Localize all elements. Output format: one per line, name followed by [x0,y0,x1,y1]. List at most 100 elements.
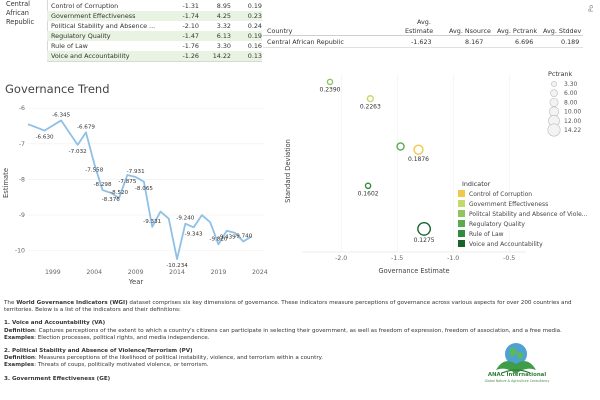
indicator-estimate: -2.10 [182,22,199,30]
divider [47,61,262,62]
pctrank-legend-circle [549,97,559,107]
intro-post: dataset comprises six key dimensions of … [4,300,572,314]
top-axis-fragment: Po [588,4,595,12]
indicator-legend-label[interactable]: Politcal Stability and Absence of Viole.… [469,211,588,218]
indicator-legend-label[interactable]: Control of Corruption [469,191,532,198]
section-examples: Examples: Threats of coups, politically … [4,362,209,369]
summary-header-estimate: Estimate [405,27,434,35]
summary-header-stddev: Avg. Stddev [543,27,582,35]
scatter-point[interactable] [366,95,374,103]
y-tick-label: -10 [15,248,25,255]
section-examples: Examples: Election processes, political … [4,334,210,341]
indicator-legend-swatch[interactable] [458,220,465,227]
summary-header-country: Country [267,27,293,35]
scatter-point[interactable] [326,78,334,86]
data-label: -8.520 [110,190,128,196]
indicator-row[interactable]: Voice and Accountability -1.26 14.22 0.13 [47,51,262,61]
indicator-name: Control of Corruption [51,2,119,10]
pctrank-legend-title: Pctrank [548,70,572,78]
indicator-stddev: 0.19 [247,32,262,40]
indicator-estimate: -1.26 [182,52,199,60]
indicator-legend-label[interactable]: Voice and Accountability [469,241,543,248]
scatter-point[interactable] [413,144,424,155]
point-label: 0.1275 [414,237,435,244]
indicator-pctrank: 4.25 [216,12,231,20]
indicator-pctrank: 8.95 [216,2,231,10]
description-text: The World Governance Indicators (WGI) da… [4,300,596,383]
divider [263,35,583,36]
x-tick-label: 2014 [169,269,185,276]
indicator-stddev: 0.23 [247,12,262,20]
summary-estimate: -1.623 [411,38,432,46]
pctrank-legend-label: 14.22 [564,127,581,134]
x-tick-label: 2024 [252,269,268,276]
pctrank-legend-circle [547,123,561,137]
data-label: -8.298 [94,182,112,188]
indicator-estimate: -1.47 [182,32,199,40]
scatter-point[interactable] [417,222,431,236]
summary-nsource: 8.167 [465,38,484,46]
data-label: -7.931 [127,169,145,175]
scatter-point[interactable] [396,142,405,151]
summary-header-nsource: Avg. Nsource [449,27,491,35]
indicator-name: Voice and Accountability [51,52,130,60]
data-label: -10.234 [166,263,188,269]
logo-name: ANAC International [487,372,547,378]
section-definition: Definition: Measures perceptions of the … [4,355,323,362]
summary-stddev: 0.189 [561,38,580,46]
x-tick-label: -0.5 [503,255,515,262]
indicator-legend-swatch[interactable] [458,200,465,207]
data-label: -6.345 [52,112,70,118]
section-title: 1. Voice and Accountability (VA) [4,320,106,327]
indicator-legend-label[interactable]: Government Effectiveness [469,201,548,208]
data-label: -9.343 [185,231,203,237]
indicator-row[interactable]: Government Effectiveness -1.74 4.25 0.23 [47,11,262,21]
x-axis-label: Governance Estimate [379,267,450,275]
indicator-legend-swatch[interactable] [458,210,465,217]
indicator-table-country: Central African Republic [6,0,35,26]
indicator-name: Rule of Law [51,42,88,50]
indicator-legend-swatch[interactable] [458,190,465,197]
trend-line [27,119,253,260]
indicator-row[interactable]: Political Stability and Absence ... -2.10… [47,21,262,31]
governance-scatter-chart[interactable]: -2.0 -1.5 -1.0 -0.5 Governance Estimate Stand… [280,70,598,284]
summary-header-pctrank: Avg. Pctrank [497,27,538,35]
pctrank-legend-label: 12.00 [564,118,581,125]
summary-country: Central African Republic [267,38,344,46]
indicator-name: Government Effectiveness [51,12,136,20]
summary-header-estimate-top: Avg. [417,18,431,26]
scatter-point[interactable] [364,182,372,190]
x-tick-label: 1999 [45,269,61,276]
indicator-legend-label[interactable]: Regulatory Quality [469,221,525,228]
data-label: -9.820 [209,236,227,242]
data-label: -9.240 [176,216,194,222]
indicator-estimate: -1.76 [182,42,199,50]
indicator-row[interactable]: Control of Corruption -1.31 8.95 0.19 [47,1,262,11]
y-tick-label: -8 [19,176,25,183]
pctrank-legend-circle [548,106,560,117]
pctrank-legend-circle [551,81,557,87]
intro-bold: World Governance Indicators (WGI) [16,300,128,306]
pctrank-legend-label: 3.30 [564,81,578,88]
indicator-legend-swatch[interactable] [458,240,465,247]
indicator-legend-swatch[interactable] [458,230,465,237]
data-label: -9.439 [218,235,236,241]
y-axis-label: Standard Deviation [284,139,292,203]
indicator-pctrank: 3.30 [216,42,231,50]
data-label: -9.740 [234,233,252,239]
x-axis-label: Year [128,278,144,286]
section-definition: Definition: Captures perceptions of the … [4,327,562,334]
y-tick-label: -9 [19,212,25,219]
data-label: -9.331 [143,219,161,225]
indicator-stddev: 0.13 [247,52,262,60]
data-label: -6.630 [36,135,54,141]
anac-logo-icon [496,343,536,374]
indicator-legend-label[interactable]: Rule of Law [469,231,504,238]
intro-pre: The [4,300,17,306]
indicator-stddev: 0.24 [247,22,262,30]
governance-trend-chart[interactable]: -6 -7 -8 -9 -10 1999 2004 2009 2014 2019 2024 Year E… [0,95,270,286]
section-title: 3. Government Effectiveness (GE) [4,375,111,382]
indicator-row[interactable]: Regulatory Quality -1.47 6.13 0.19 [47,31,262,41]
data-label: -8.065 [135,186,153,192]
indicator-row[interactable]: Rule of Law -1.76 3.30 0.16 [47,41,262,51]
